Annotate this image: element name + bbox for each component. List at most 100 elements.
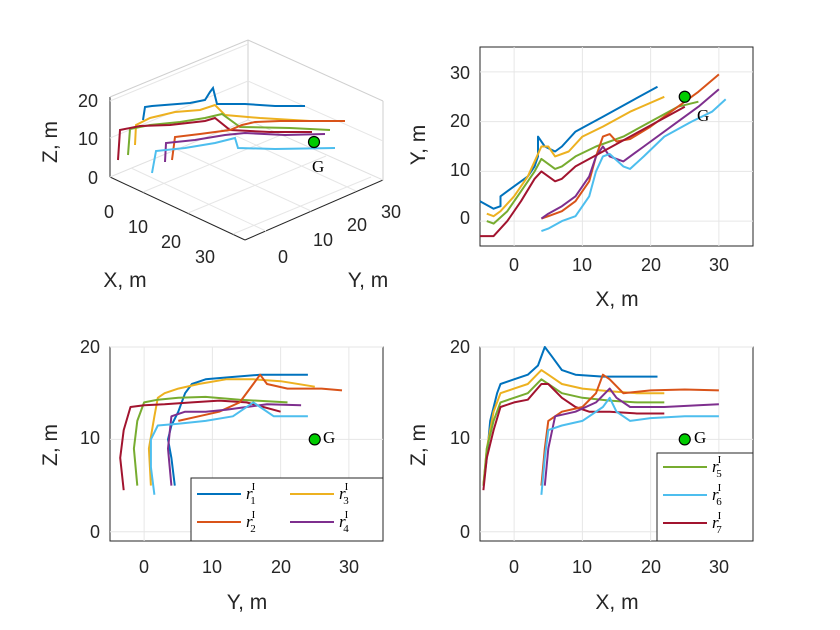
tick-xz-x30: 30 (709, 557, 729, 577)
line-xy-r4 (540, 88, 720, 220)
xlabel-xy: X, m (595, 288, 638, 311)
tick-xz-y20: 20 (450, 337, 470, 357)
axis-x-3d (109, 176, 246, 241)
legend-yz: rI 1 rI 3 rI 2 rI 4 (190, 477, 384, 542)
line-xz-r7 (482, 383, 665, 491)
ylabel-yz: Z, m (39, 424, 62, 466)
series-xz (482, 346, 719, 495)
legend-label-r6: rI 6 (712, 482, 722, 508)
ylabel-xy: Y, m (407, 125, 430, 165)
tick-z-10: 10 (78, 129, 98, 149)
series-xy (479, 73, 727, 238)
line-yz-r4 (167, 403, 302, 486)
legend-box-yz (190, 477, 384, 542)
zlabel-3d: Z, m (39, 121, 62, 163)
tick-yz-x20: 20 (271, 557, 291, 577)
grid-3d (109, 43, 384, 235)
tick-z-20: 20 (78, 91, 98, 111)
goal-marker-3d (307, 135, 321, 149)
box-3d (109, 39, 384, 241)
line-xz-r2 (540, 373, 719, 486)
legend-label-r1: rI 1 (246, 481, 256, 507)
line-xy-r1 (479, 85, 658, 210)
line-3d-r7 (117, 116, 312, 161)
tick-xy-x10: 10 (572, 255, 592, 275)
goal-label-xy: G (697, 106, 709, 125)
goal-label-yz: G (323, 428, 335, 447)
box-floor-y (247, 119, 384, 181)
line-xy-r3 (486, 95, 665, 218)
series-3d (117, 85, 345, 174)
tick-yz-y10: 10 (80, 428, 100, 448)
tick-x3d-20: 20 (161, 232, 181, 252)
tick-y3d-30: 30 (381, 202, 401, 222)
series-yz (119, 373, 343, 495)
panel-3d: 20 10 0 0 10 20 30 0 10 20 30 Z, m X, m … (39, 39, 401, 292)
tick-xz-y0: 0 (460, 522, 470, 542)
ylabel-xz: Z, m (407, 424, 430, 466)
line-3d-r2 (171, 120, 345, 161)
line-xy-r2 (541, 73, 720, 220)
goal-marker-yz (308, 433, 321, 446)
tick-y3d-20: 20 (347, 215, 367, 235)
legend-label-r5: rI 5 (712, 454, 722, 480)
tick-y3d-0: 0 (278, 247, 288, 267)
legend-xz: rI 5 rI 6 rI 7 (656, 452, 754, 542)
tick-xz-x0: 0 (509, 557, 519, 577)
line-yz-r6 (149, 401, 308, 495)
line-3d-r6 (151, 136, 336, 174)
grid-xy (480, 47, 753, 246)
line-3d-r4 (164, 131, 326, 163)
panel-yz: 0 10 20 30 0 10 20 Z, m Y, m G rI 1 rI 3 r… (39, 337, 384, 614)
legend-label-r3: rI 3 (339, 481, 349, 507)
line-xy-r7 (480, 105, 686, 238)
goal-label-xz: G (694, 428, 706, 447)
tick-xy-x20: 20 (641, 255, 661, 275)
line-yz-r2 (178, 373, 343, 422)
tick-x3d-30: 30 (195, 247, 215, 267)
tick-xz-y10: 10 (450, 428, 470, 448)
tick-xy-x0: 0 (509, 255, 519, 275)
line-3d-r1 (142, 85, 305, 121)
tick-x3d-10: 10 (128, 217, 148, 237)
tick-yz-y0: 0 (90, 522, 100, 542)
panel-xy: 0 10 20 30 0 10 20 30 Y, m X, m G (407, 46, 754, 311)
line-yz-r3 (147, 378, 315, 486)
panel-xz: 0 10 20 30 0 10 20 Z, m X, m G rI 5 rI 6 r… (407, 337, 754, 614)
line-xy-r6 (541, 98, 727, 233)
xlabel-3d: X, m (103, 269, 146, 292)
line-xz-r4 (543, 387, 719, 486)
legend-label-r2: rI 2 (246, 509, 256, 535)
box-back-x (109, 39, 249, 98)
goal-marker-xy (678, 90, 691, 103)
tick-xy-y30: 30 (450, 63, 470, 83)
goal-label-3d: G (312, 157, 324, 176)
tick-xy-y10: 10 (450, 160, 470, 180)
box-back-y (247, 39, 384, 102)
line-yz-r7 (119, 399, 281, 491)
tick-yz-x10: 10 (202, 557, 222, 577)
xlabel-yz: Y, m (227, 591, 267, 614)
line-3d-r3 (134, 103, 311, 146)
tick-yz-x0: 0 (139, 557, 149, 577)
tick-x3d-0: 0 (104, 202, 114, 222)
line-xz-r1 (482, 346, 658, 486)
legend-label-r7: rI 7 (712, 510, 722, 536)
line-xz-r6 (540, 396, 719, 495)
line-xz-r5 (482, 378, 665, 486)
xlabel-xz: X, m (595, 591, 638, 614)
line-yz-r5 (132, 395, 288, 486)
tick-xz-x20: 20 (641, 557, 661, 577)
axis-y-3d (244, 179, 384, 241)
tick-z-0: 0 (88, 168, 98, 188)
line-xy-r5 (486, 100, 699, 225)
tick-y3d-10: 10 (313, 230, 333, 250)
tick-yz-x30: 30 (339, 557, 359, 577)
line-xz-r3 (482, 369, 665, 486)
goal-marker-xz (678, 433, 691, 446)
legend-label-r4: rI 4 (339, 509, 349, 535)
tick-xy-y0: 0 (460, 208, 470, 228)
ylabel-3d: Y, m (348, 269, 388, 292)
axes-box-xy (479, 46, 754, 247)
